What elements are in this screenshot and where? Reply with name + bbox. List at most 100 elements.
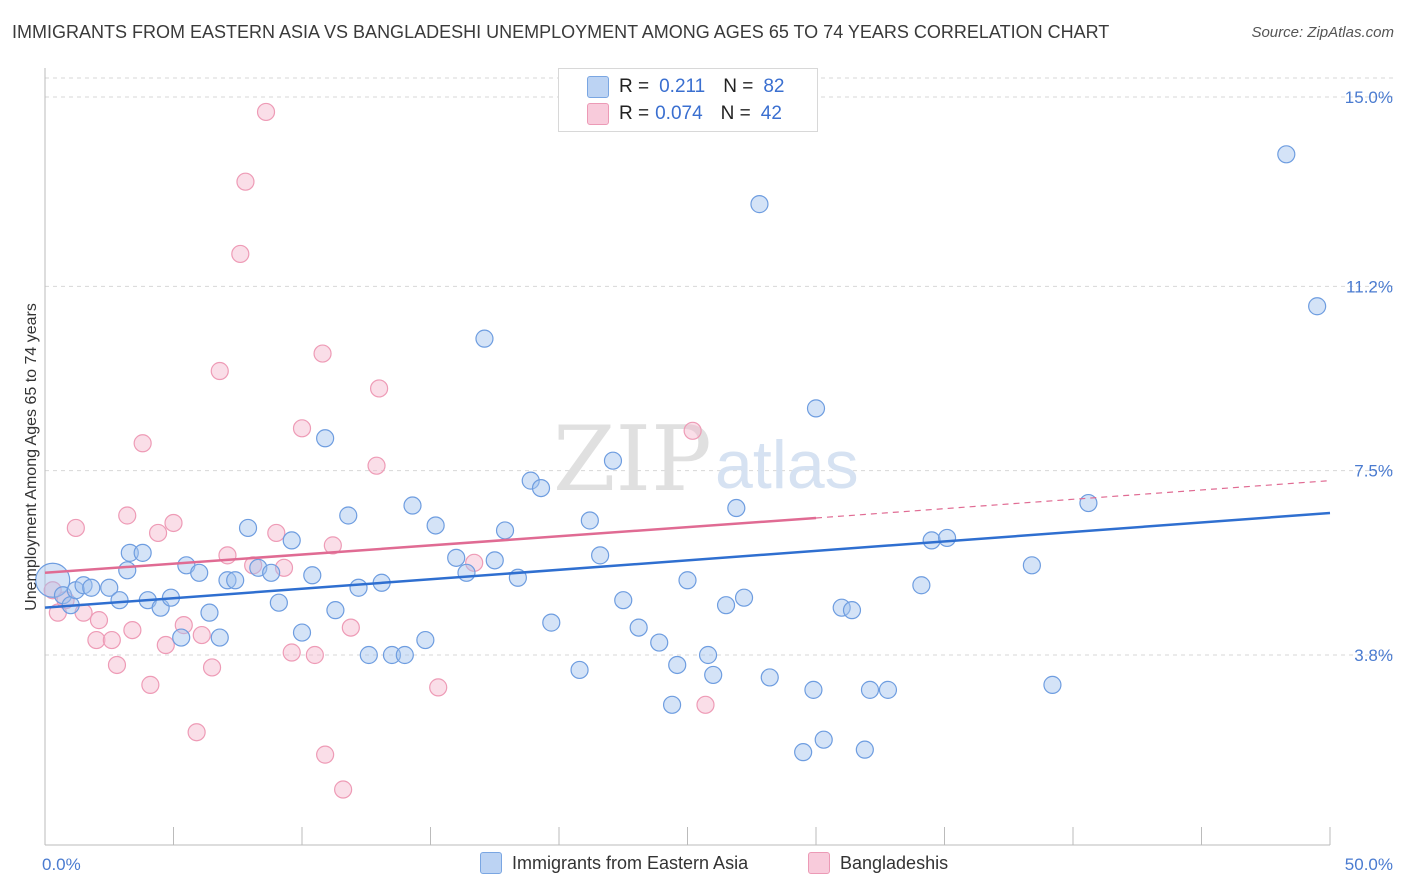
data-point-eastern-asia xyxy=(668,655,687,675)
data-point-bangladeshis xyxy=(87,630,106,650)
data-point-eastern-asia xyxy=(937,528,957,548)
data-point-bangladeshis xyxy=(341,618,360,637)
data-point-eastern-asia xyxy=(814,730,833,749)
x-tick-label: 50.0% xyxy=(1345,855,1393,874)
data-point-eastern-asia xyxy=(878,680,898,699)
legend-r-value: 0.211 xyxy=(659,76,706,97)
data-point-eastern-asia xyxy=(662,695,682,714)
data-point-eastern-asia xyxy=(542,613,561,632)
data-point-eastern-asia xyxy=(1277,145,1296,164)
legend-n-value: 82 xyxy=(763,76,785,97)
correlation-legend: R = 0.211 N = 82 R = 0.074 N = 42 xyxy=(558,68,818,132)
data-point-eastern-asia xyxy=(238,518,258,538)
data-point-bangladeshis xyxy=(89,611,109,630)
legend-item-eastern-asia: Immigrants from Eastern Asia xyxy=(480,852,748,874)
data-point-bangladeshis xyxy=(148,523,168,543)
data-point-eastern-asia xyxy=(82,578,101,597)
data-point-bangladeshis xyxy=(282,643,301,662)
data-point-eastern-asia xyxy=(475,329,494,348)
legend-swatch-pink xyxy=(808,852,830,874)
data-point-eastern-asia xyxy=(382,645,402,665)
data-point-eastern-asia xyxy=(1043,675,1062,694)
data-point-eastern-asia xyxy=(100,578,119,597)
legend-label: Bangladeshis xyxy=(840,852,949,873)
data-point-eastern-asia xyxy=(591,546,610,565)
series-eastern-asia-points xyxy=(35,145,1327,762)
data-point-eastern-asia xyxy=(395,645,414,665)
data-point-eastern-asia xyxy=(1308,297,1327,316)
data-point-eastern-asia xyxy=(614,591,633,610)
data-point-eastern-asia xyxy=(269,593,288,612)
data-point-eastern-asia xyxy=(326,601,345,620)
data-point-bangladeshis xyxy=(107,655,127,675)
watermark: ZIP atlas xyxy=(553,407,859,512)
data-point-bangladeshis xyxy=(192,625,211,645)
data-point-eastern-asia xyxy=(118,561,137,580)
data-point-eastern-asia xyxy=(842,601,862,620)
legend-item-bangladeshis: Bangladeshis xyxy=(808,852,948,874)
legend-r-value: 0.074 xyxy=(655,103,703,124)
data-point-eastern-asia xyxy=(716,596,736,615)
data-point-eastern-asia xyxy=(495,521,515,540)
data-point-bangladeshis xyxy=(156,635,175,655)
data-point-eastern-asia xyxy=(133,543,152,562)
data-point-eastern-asia xyxy=(349,578,368,597)
x-tick-label: 0.0% xyxy=(42,855,81,874)
data-point-eastern-asia xyxy=(922,531,941,550)
data-point-bangladeshis xyxy=(102,630,121,650)
data-point-eastern-asia xyxy=(110,591,129,610)
legend-n-label: N = xyxy=(723,76,754,97)
y-tick-label: 7.5% xyxy=(1354,462,1393,481)
data-point-eastern-asia xyxy=(262,563,281,582)
data-point-eastern-asia xyxy=(570,660,589,680)
legend-r-label: R = xyxy=(619,76,650,97)
data-point-eastern-asia xyxy=(521,471,540,490)
data-point-eastern-asia xyxy=(734,588,754,607)
legend-n-label: N = xyxy=(720,103,751,124)
data-point-eastern-asia xyxy=(226,571,245,590)
data-point-eastern-asia xyxy=(727,498,746,518)
data-point-bangladeshis xyxy=(43,581,62,600)
data-point-eastern-asia xyxy=(1022,556,1041,575)
legend-swatch-blue xyxy=(480,852,502,874)
data-point-bangladeshis xyxy=(367,456,386,475)
tick-labels: 3.8% 7.5% 11.2% 15.0% 0.0% 50.0% Unemployment … xyxy=(23,88,1393,874)
y-axis-label: Unemployment Among Ages 65 to 74 years xyxy=(23,303,40,611)
data-point-eastern-asia xyxy=(282,531,301,550)
data-point-eastern-asia xyxy=(359,645,378,665)
data-point-bangladeshis xyxy=(370,379,389,398)
data-point-eastern-asia xyxy=(855,740,874,759)
data-point-eastern-asia xyxy=(172,628,191,647)
legend-swatch-pink xyxy=(587,103,609,125)
data-point-eastern-asia xyxy=(200,603,219,622)
data-point-bangladeshis xyxy=(323,536,342,555)
trend-line-bangladeshis xyxy=(44,516,817,575)
data-point-eastern-asia xyxy=(860,680,880,699)
data-point-bangladeshis xyxy=(696,695,715,714)
data-point-eastern-asia xyxy=(292,623,312,642)
data-point-eastern-asia xyxy=(698,645,718,665)
data-point-eastern-asia xyxy=(629,618,648,637)
data-point-bangladeshis xyxy=(316,745,335,764)
data-point-eastern-asia xyxy=(416,630,435,650)
watermark-atlas: atlas xyxy=(715,427,859,503)
trend-line-eastern-asia xyxy=(44,511,1331,609)
data-point-eastern-asia xyxy=(650,633,669,652)
legend-n-value: 42 xyxy=(760,103,782,124)
data-point-eastern-asia xyxy=(704,665,723,685)
data-point-eastern-asia xyxy=(804,680,823,699)
series-bangladeshis-points xyxy=(43,102,715,799)
watermark-zip: ZIP xyxy=(553,407,712,512)
data-point-eastern-asia xyxy=(678,571,697,590)
y-tick-label: 3.8% xyxy=(1354,646,1393,665)
data-point-bangladeshis xyxy=(429,678,448,697)
data-point-bangladeshis xyxy=(141,675,160,694)
data-point-bangladeshis xyxy=(133,434,152,453)
data-point-eastern-asia xyxy=(316,429,335,448)
data-point-eastern-asia xyxy=(210,628,229,647)
legend-row-bangladeshis: R = 0.074 N = 42 xyxy=(619,102,782,126)
data-point-eastern-asia xyxy=(426,516,445,535)
data-point-eastern-asia xyxy=(603,451,623,470)
data-point-bangladeshis xyxy=(305,645,324,665)
data-point-eastern-asia xyxy=(303,566,322,585)
